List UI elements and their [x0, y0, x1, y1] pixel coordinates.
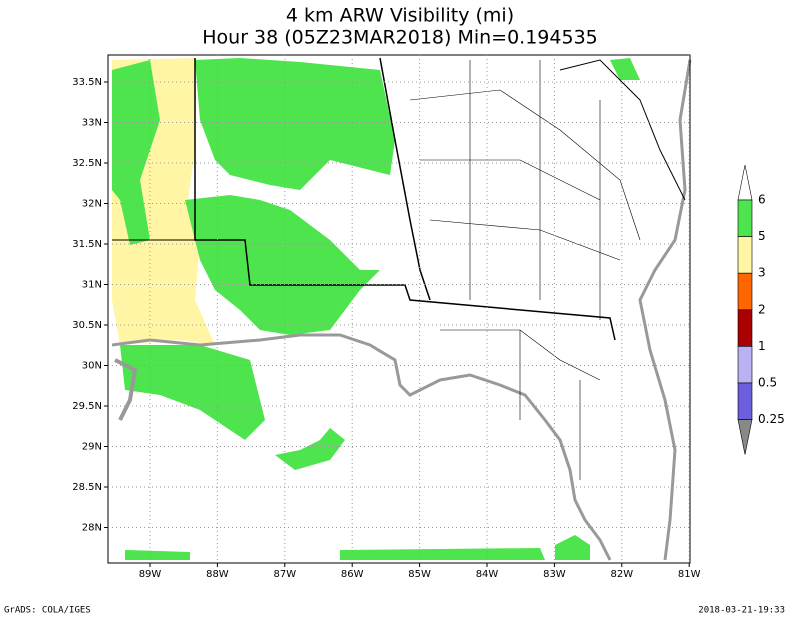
x-axis-label: 83W: [543, 569, 566, 580]
y-axis-label: 31.5N: [72, 239, 102, 250]
y-axis-label: 28N: [82, 523, 102, 534]
footer-right: 2018-03-21-19:33: [698, 606, 785, 616]
colorbar-label: 5: [758, 229, 766, 243]
title-line-2: Hour 38 (05Z23MAR2018) Min=0.194535: [202, 27, 598, 49]
y-axis-label: 30.5N: [72, 320, 102, 331]
y-axis-label: 30N: [82, 361, 102, 372]
map-area: [107, 54, 692, 564]
colorbar-arrow-bottom: [737, 419, 753, 455]
colorbar-label: 2: [758, 302, 766, 316]
colorbar-segment: [737, 346, 753, 384]
y-axis-label: 29N: [82, 442, 102, 453]
x-axis-label: 84W: [476, 569, 499, 580]
y-axis-label: 28.5N: [72, 482, 102, 493]
colorbar-label: 6: [758, 193, 766, 207]
colorbar-label: 3: [758, 266, 766, 280]
colorbar: 6 5 3 2 1 0.5 0.25: [737, 164, 785, 455]
x-axis-label: 88W: [206, 569, 229, 580]
title-line-1: 4 km ARW Visibility (mi): [286, 5, 514, 27]
y-axis-label: 33.5N: [72, 77, 102, 88]
colorbar-segment: [737, 382, 753, 420]
colorbar-label: 0.25: [758, 412, 785, 426]
colorbar-segment: [737, 309, 753, 347]
y-axis-label: 32.5N: [72, 158, 102, 169]
x-axis-label: 89W: [139, 569, 162, 580]
y-axis-label: 32N: [82, 199, 102, 210]
x-axis-label: 81W: [678, 569, 701, 580]
x-axis-label: 86W: [341, 569, 364, 580]
y-axis-label: 33N: [82, 118, 102, 129]
x-axis-label: 87W: [273, 569, 296, 580]
x-axis-label: 85W: [408, 569, 431, 580]
colorbar-segment: [737, 199, 753, 237]
colorbar-arrow-top: [737, 164, 753, 201]
y-axis-label: 31N: [82, 280, 102, 291]
colorbar-segment: [737, 236, 753, 274]
x-axis-label: 82W: [610, 569, 633, 580]
colorbar-label: 0.5: [758, 376, 777, 390]
footer-left: GrADS: COLA/IGES: [4, 606, 91, 616]
colorbar-segment: [737, 272, 753, 311]
y-axis-label: 29.5N: [72, 401, 102, 412]
colorbar-label: 1: [758, 339, 766, 353]
graticule: 33.5N 33N 32.5N 32N 31.5N 31N 30.5N 30N 29.5N 29N…: [72, 55, 701, 580]
